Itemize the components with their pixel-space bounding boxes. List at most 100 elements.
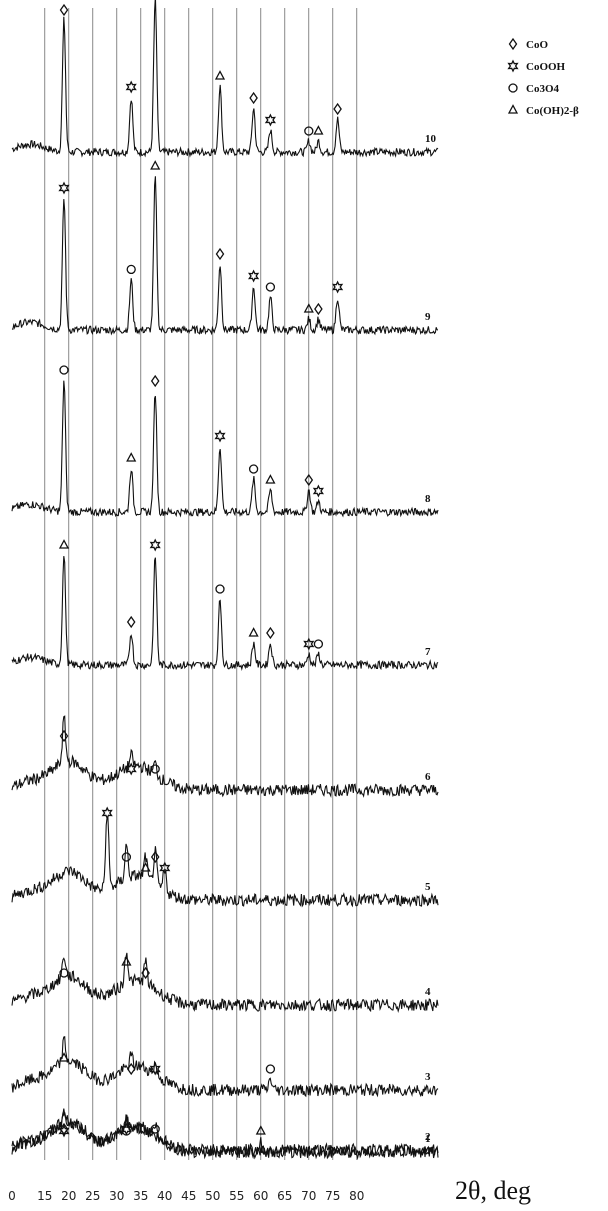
phase-marker-star bbox=[149, 538, 161, 552]
trace-6 bbox=[11, 715, 439, 799]
phase-marker-diamond bbox=[59, 729, 69, 743]
trace-10 bbox=[11, 0, 439, 158]
x-tick-label: 50 bbox=[205, 1189, 220, 1203]
phase-marker-circle bbox=[121, 1126, 132, 1136]
x-tick-labels: 0 15 20 25 30 35 40 45 50 55 60 65 70 75 80 bbox=[8, 1189, 364, 1203]
phase-marker-circle bbox=[304, 126, 314, 136]
x-tick-label: 15 bbox=[37, 1189, 52, 1203]
trace-label-5: 5 bbox=[425, 881, 431, 893]
phase-marker-star bbox=[125, 762, 137, 776]
trace-8 bbox=[11, 380, 439, 518]
phase-marker-circle bbox=[150, 1124, 160, 1134]
phase-marker-circle bbox=[150, 764, 160, 774]
phase-marker-diamond bbox=[150, 374, 160, 388]
legend-entry-triangle: Co(OH)2-β bbox=[526, 105, 579, 117]
trace-label-10: 10 bbox=[425, 133, 437, 145]
phase-marker-star bbox=[264, 113, 276, 127]
phase-marker-diamond bbox=[249, 91, 258, 105]
phase-marker-star bbox=[125, 80, 137, 94]
trace-7 bbox=[11, 556, 439, 671]
phase-marker-diamond bbox=[150, 850, 160, 864]
legend-marker-circle bbox=[508, 83, 518, 93]
x-tick-label: 55 bbox=[229, 1189, 244, 1203]
phase-marker-diamond bbox=[126, 615, 136, 629]
phase-marker-star bbox=[120, 1122, 132, 1136]
phase-marker-triangle bbox=[248, 627, 259, 637]
phase-marker-triangle bbox=[140, 862, 151, 872]
phase-marker-circle bbox=[59, 968, 69, 978]
legend-entry-star: CoOOH bbox=[526, 61, 566, 73]
phase-marker-triangle bbox=[58, 539, 70, 549]
phase-marker-triangle bbox=[214, 70, 226, 80]
legend-entry-diamond: CoO bbox=[526, 39, 548, 51]
phase-marker-circle bbox=[59, 365, 69, 375]
trace-1 bbox=[11, 1108, 439, 1161]
grid-layer bbox=[44, 8, 358, 1160]
trace-layer: 10 9 8 7 6 5 4 3 21 bbox=[11, 0, 439, 1161]
x-tick-label: 70 bbox=[301, 1189, 316, 1203]
trace-3 bbox=[11, 1036, 439, 1098]
x-tick-label: 75 bbox=[325, 1189, 340, 1203]
phase-marker-circle bbox=[215, 584, 225, 594]
trace-label-9: 9 bbox=[425, 311, 431, 323]
phase-marker-diamond bbox=[59, 3, 69, 17]
phase-marker-star bbox=[101, 806, 113, 820]
trace-label-1: 1 bbox=[425, 1133, 431, 1145]
phase-marker-circle bbox=[313, 639, 324, 649]
phase-marker-triangle bbox=[150, 160, 161, 170]
phase-marker-diamond bbox=[141, 966, 150, 980]
legend-marker-star bbox=[507, 59, 519, 73]
trace-label-6: 6 bbox=[425, 771, 431, 783]
phase-marker-layer bbox=[58, 3, 344, 1138]
trace-label-7: 7 bbox=[425, 646, 431, 658]
phase-marker-circle bbox=[121, 852, 132, 862]
phase-marker-star bbox=[58, 1124, 70, 1138]
phase-marker-diamond bbox=[126, 1062, 136, 1076]
phase-marker-diamond bbox=[314, 302, 323, 316]
phase-marker-triangle bbox=[126, 452, 137, 462]
phase-marker-star bbox=[248, 269, 260, 283]
phase-marker-star bbox=[159, 861, 171, 875]
x-tick-label: 65 bbox=[277, 1189, 292, 1203]
x-tick-label: 30 bbox=[109, 1189, 124, 1203]
phase-marker-star bbox=[332, 280, 344, 294]
x-tick-label: 40 bbox=[157, 1189, 172, 1203]
phase-marker-triangle bbox=[255, 1125, 266, 1135]
trace-label-4: 4 bbox=[425, 986, 431, 998]
phase-marker-diamond bbox=[266, 626, 275, 640]
x-tick-label: 0 bbox=[8, 1189, 16, 1203]
phase-marker-triangle bbox=[58, 1052, 70, 1062]
phase-marker-circle bbox=[265, 1064, 276, 1074]
phase-marker-diamond bbox=[333, 102, 342, 116]
trace-label-3: 3 bbox=[425, 1071, 431, 1083]
x-tick-label: 35 bbox=[133, 1189, 148, 1203]
legend: CoO CoOOH Co3O4 Co(OH)2-β bbox=[507, 37, 579, 117]
x-axis-label: 2θ, deg bbox=[455, 1176, 531, 1205]
phase-marker-triangle bbox=[313, 125, 324, 135]
phase-marker-circle bbox=[126, 264, 136, 275]
x-tick-label: 80 bbox=[349, 1189, 364, 1203]
trace-5 bbox=[11, 816, 439, 908]
x-tick-label: 25 bbox=[85, 1189, 100, 1203]
trace-4 bbox=[11, 952, 439, 1013]
trace-label-2: 2 bbox=[425, 1131, 431, 1143]
x-tick-label: 60 bbox=[253, 1189, 268, 1203]
phase-marker-star bbox=[149, 1062, 161, 1076]
phase-marker-triangle bbox=[303, 303, 314, 313]
legend-marker-triangle bbox=[507, 104, 519, 114]
trace-2 bbox=[11, 1112, 439, 1159]
trace-label-8: 8 bbox=[425, 493, 431, 505]
x-tick-label: 45 bbox=[181, 1189, 196, 1203]
phase-marker-diamond bbox=[59, 1122, 69, 1136]
phase-marker-circle bbox=[265, 282, 276, 292]
phase-marker-star bbox=[214, 429, 226, 443]
phase-marker-diamond bbox=[215, 247, 225, 261]
phase-marker-triangle bbox=[121, 956, 132, 966]
trace-9 bbox=[11, 176, 439, 336]
phase-marker-circle bbox=[248, 464, 259, 474]
phase-marker-diamond bbox=[304, 473, 314, 487]
phase-marker-triangle bbox=[265, 474, 276, 484]
legend-marker-diamond bbox=[508, 37, 518, 51]
phase-marker-star bbox=[312, 484, 324, 498]
